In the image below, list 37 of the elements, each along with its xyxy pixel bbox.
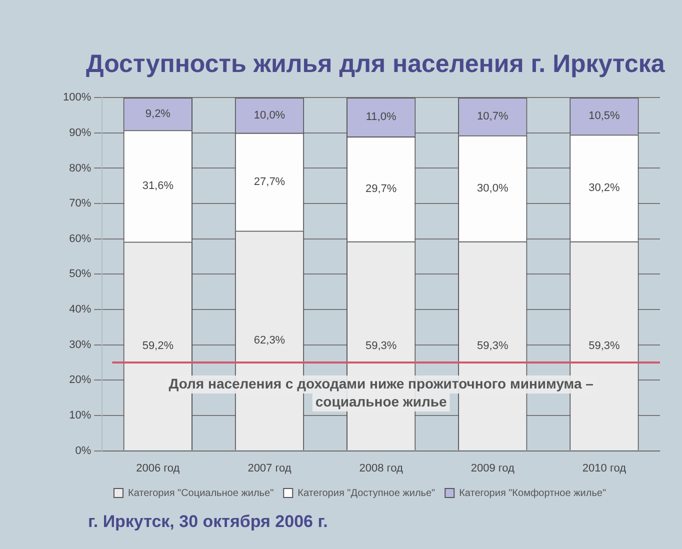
- x-tick-label: 2009 год: [470, 462, 516, 474]
- data-label: 62,3%: [254, 334, 286, 347]
- data-label: 59,2%: [142, 340, 174, 352]
- y-tick-label: 20%: [69, 374, 92, 386]
- text: г. Иркутск, 30 октября 2006 г.: [88, 512, 328, 532]
- x-tick-label: 2007 год: [248, 462, 292, 474]
- y-tick-label: 80%: [69, 162, 92, 174]
- data-label: 10,0%: [254, 109, 286, 122]
- data-label: 30,0%: [477, 182, 508, 194]
- y-tick-label: 100%: [62, 92, 92, 104]
- data-label: 10,7%: [477, 110, 508, 123]
- data-label: 9,2%: [145, 108, 171, 120]
- chart-title: Доступность жилья для населения г. Иркутска: [86, 50, 666, 79]
- data-label: 31,6%: [142, 180, 174, 192]
- data-label: 27,7%: [254, 176, 286, 188]
- y-tick-label: 90%: [69, 126, 92, 139]
- y-tick-label: 0%: [75, 444, 92, 457]
- y-tick-label: 70%: [69, 198, 92, 210]
- data-label: 29,7%: [365, 182, 397, 195]
- data-label: 30,2%: [588, 182, 620, 194]
- y-tick-label: 30%: [69, 338, 92, 351]
- data-label: 59,3%: [588, 340, 620, 352]
- y-tick-label: 50%: [69, 268, 92, 280]
- data-label: 59,3%: [365, 340, 397, 352]
- x-tick-label: 2008 год: [359, 462, 404, 474]
- data-label: 59,3%: [477, 340, 508, 352]
- x-tick-label: 2010 год: [582, 462, 627, 474]
- data-label: 10,5%: [588, 110, 620, 122]
- data-label: 11,0%: [366, 111, 396, 124]
- legend-label: Категория "Социальное жилье": [128, 488, 274, 499]
- y-tick-label: 10%: [69, 410, 92, 422]
- legend-label: Категория "Доступное жилье": [298, 488, 436, 499]
- ref-line-label: Доля населения с доходами ниже прожиточного минимума – социальное жилье: [168, 375, 594, 410]
- x-tick-label: 2006 год: [136, 462, 180, 474]
- y-tick-label: 40%: [69, 304, 92, 316]
- legend-label: Категория "Комфортное жилье": [459, 488, 606, 499]
- y-tick-label: 60%: [69, 232, 92, 245]
